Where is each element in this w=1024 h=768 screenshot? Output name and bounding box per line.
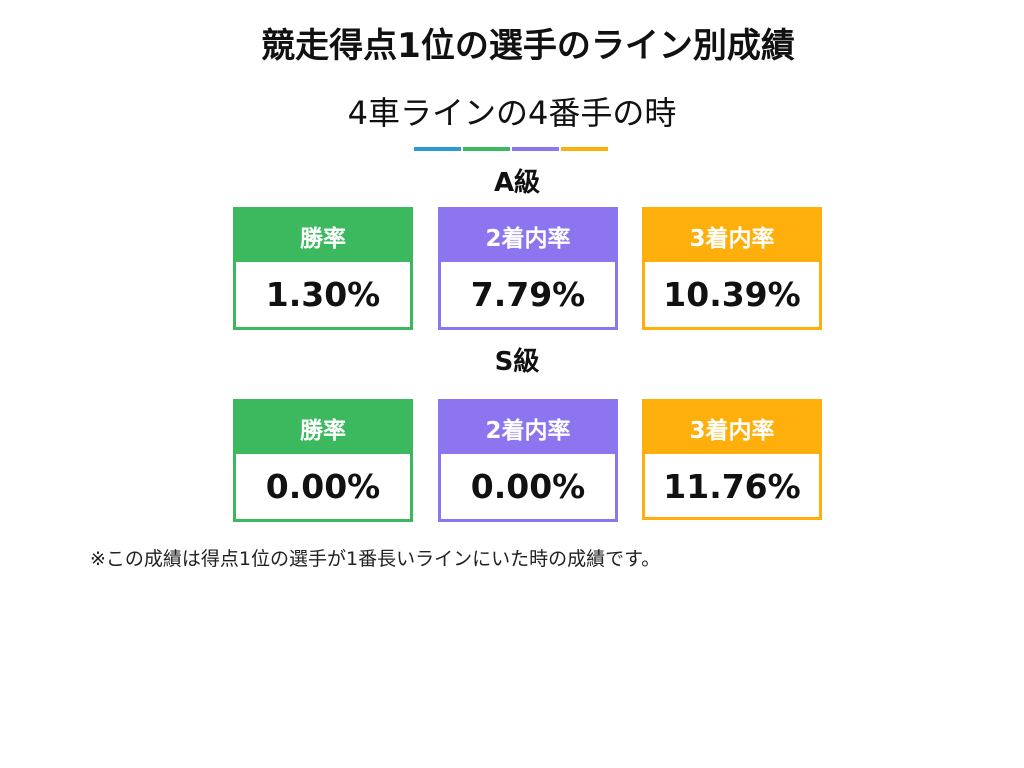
stat-label: 2着内率 — [441, 402, 615, 454]
grade-heading-s: S級 — [494, 347, 540, 377]
page-subtitle: 4車ラインの4番手の時 — [347, 94, 677, 132]
page-title: 競走得点1位の選手のライン別成績 — [261, 26, 795, 66]
stat-card-win-rate-a: 勝率 1.30% — [233, 207, 413, 330]
footnote: ※この成績は得点1位の選手が1番長いラインにいた時の成績です。 — [90, 548, 661, 570]
stat-card-top2-rate-a: 2着内率 7.79% — [438, 207, 618, 330]
divider-purple — [512, 147, 559, 151]
stat-label: 3着内率 — [645, 210, 819, 262]
divider-blue — [414, 147, 461, 151]
stat-value: 11.76% — [663, 467, 801, 506]
stat-card-top3-rate-a: 3着内率 10.39% — [642, 207, 822, 330]
stat-value: 0.00% — [265, 467, 381, 506]
stat-card-win-rate-s: 勝率 0.00% — [233, 399, 413, 522]
stat-card-top3-rate-s: 3着内率 11.76% — [642, 399, 822, 520]
stat-label: 3着内率 — [645, 402, 819, 454]
stat-value: 0.00% — [470, 467, 586, 506]
grade-heading-a: A級 — [493, 168, 541, 198]
stat-value: 10.39% — [663, 275, 801, 314]
stat-value: 1.30% — [265, 275, 381, 314]
stat-label: 勝率 — [236, 402, 410, 454]
stat-label: 勝率 — [236, 210, 410, 262]
stat-label: 2着内率 — [441, 210, 615, 262]
divider-green — [463, 147, 510, 151]
stat-card-top2-rate-s: 2着内率 0.00% — [438, 399, 618, 522]
stat-value: 7.79% — [470, 275, 586, 314]
divider-orange — [561, 147, 608, 151]
